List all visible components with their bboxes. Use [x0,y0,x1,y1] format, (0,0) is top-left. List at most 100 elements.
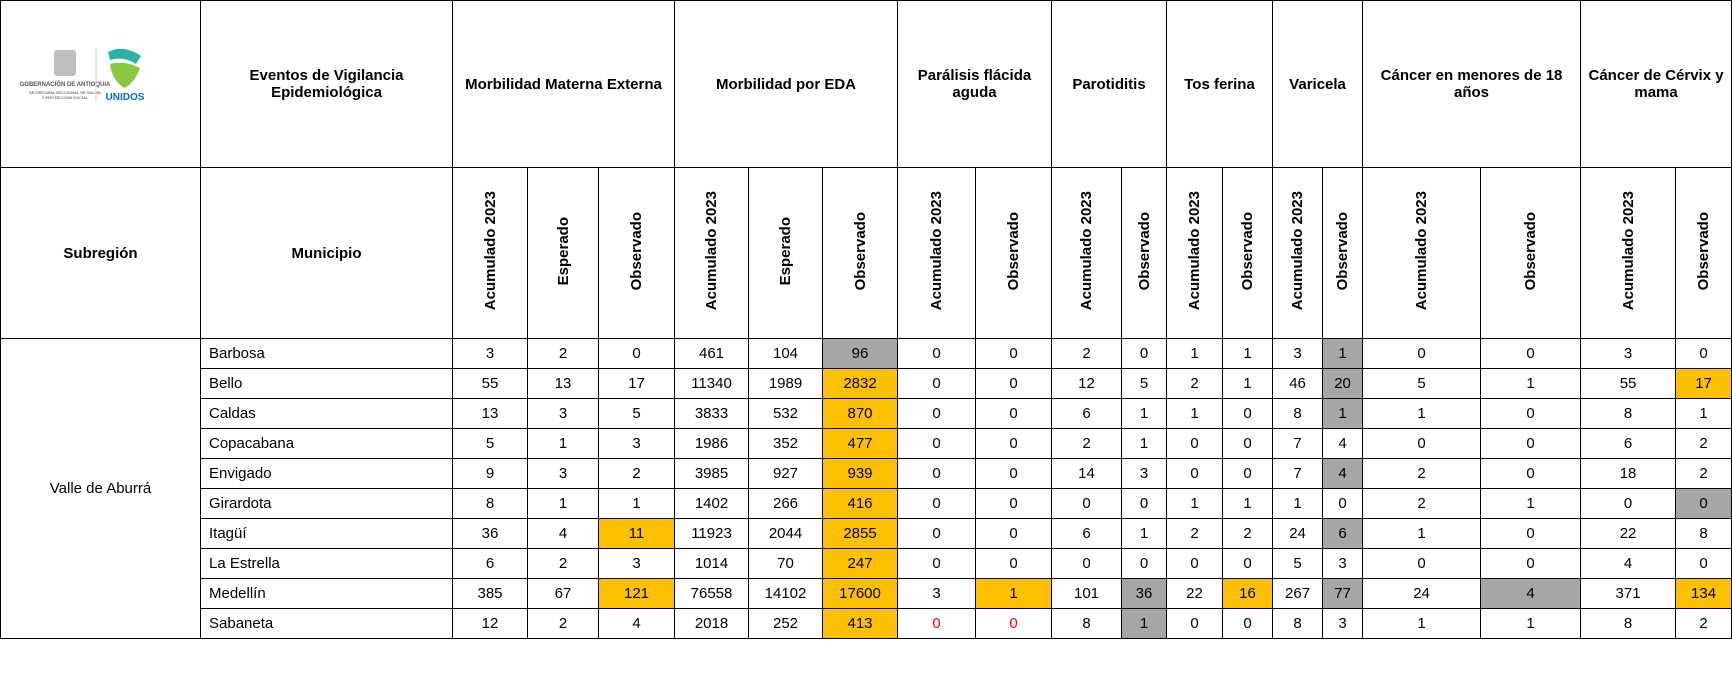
value-cell: 4 [1480,578,1582,609]
value-cell: 5 [1272,548,1324,579]
column-header-text: Acumulado 2023 [1186,191,1204,311]
column-header: Acumulado 2023 [452,167,528,339]
municipio-cell: Barbosa [200,338,453,369]
value-cell: 5 [598,398,675,429]
logo-text: GOBERNACIÓN DE ANTIOQUIA [19,80,110,88]
value-cell: 413 [822,608,898,639]
value-cell: 0 [975,368,1052,399]
value-cell: 0 [1166,428,1224,459]
municipio-cell: Envigado [200,458,453,489]
value-cell: 1 [1675,398,1732,429]
value-cell: 2 [1675,608,1732,639]
value-cell: 2 [527,338,599,369]
value-cell: 266 [748,488,823,519]
coat-of-arms [53,50,76,76]
value-cell: 0 [1480,398,1582,429]
municipio-header: Municipio [200,167,453,339]
value-cell: 0 [975,458,1052,489]
value-cell: 12 [1051,368,1122,399]
value-cell: 0 [1120,338,1168,369]
value-cell: 7 [1272,428,1324,459]
value-cell: 70 [748,548,823,579]
value-cell: 267 [1272,578,1324,609]
value-cell: 2 [1166,368,1224,399]
value-cell: 4 [1322,458,1364,489]
column-header: Observado [1222,167,1274,339]
value-cell: 0 [1480,338,1582,369]
value-cell: 22 [1166,578,1224,609]
value-cell: 0 [1480,428,1582,459]
value-cell: 1 [527,488,599,519]
value-cell: 3 [1580,338,1677,369]
value-cell: 14 [1051,458,1122,489]
column-header: Observado [1322,167,1364,339]
value-cell: 1 [1272,488,1324,519]
value-cell: 18 [1580,458,1677,489]
value-cell: 870 [822,398,898,429]
logo-text: SECRETARÍA SECCIONAL DE SALUD [29,90,101,95]
value-cell: 0 [1580,488,1677,519]
value-cell: 3833 [674,398,749,429]
value-cell: 6 [1580,428,1677,459]
value-cell: 6 [1322,518,1364,549]
logo-text: Y PROTECCIÓN SOCIAL [41,95,88,100]
column-header-text: Esperado [777,216,794,286]
table-row: Bello 55 13 17 11340 1989 2832 0 0 12 5 2 1 46 20 5 1 55 1… [1,368,1732,399]
column-header: Observado [1120,167,1168,339]
value-cell: 477 [822,428,898,459]
value-cell: 2 [598,458,675,489]
column-header-text: Acumulado 2023 [1413,191,1431,311]
column-header-text: Acumulado 2023 [1619,191,1637,311]
value-cell: 1 [598,488,675,519]
value-cell: 0 [975,488,1052,519]
value-cell: 0 [1222,608,1274,639]
value-cell: 532 [748,398,823,429]
value-cell: 0 [1166,458,1224,489]
value-cell: 22 [1580,518,1677,549]
value-cell: 3 [527,398,599,429]
value-cell: 1402 [674,488,749,519]
group-header: Cáncer de Cérvix y mama [1580,0,1732,168]
value-cell: 371 [1580,578,1677,609]
table-row: Caldas 13 3 5 3833 532 870 0 0 6 1 1 0 8 1 1 0 8 1 [1,398,1732,429]
subregion-cell: Valle de Aburrá [0,338,201,639]
value-cell: 3 [598,548,675,579]
column-header: Observado [975,167,1052,339]
value-cell: 2 [1675,458,1732,489]
table-row: Envigado 9 3 2 3985 927 939 0 0 14 3 0 0 7 4 2 0 18 2 [1,458,1732,489]
value-cell: 1 [1480,488,1582,519]
column-header: Esperado [748,167,823,339]
column-header-text: Acumulado 2023 [928,191,945,311]
value-cell: 55 [452,368,528,399]
value-cell: 0 [598,338,675,369]
column-header: Esperado [527,167,599,339]
value-cell: 1 [1222,338,1274,369]
value-cell: 1 [1322,398,1364,429]
value-cell: 252 [748,608,823,639]
value-cell: 1 [1480,368,1582,399]
value-cell: 8 [1272,398,1324,429]
value-cell: 0 [1222,428,1274,459]
value-cell: 1 [1166,488,1224,519]
surveillance-table: GOBERNACIÓN DE ANTIOQUIA SECRETARÍA SECC… [0,0,1732,639]
column-header-text: Observado [1522,211,1540,291]
column-header: Observado [598,167,675,339]
value-cell: 0 [1051,488,1122,519]
value-cell: 8 [1675,518,1732,549]
municipio-cell: Caldas [200,398,453,429]
value-cell: 6 [1051,518,1122,549]
value-cell: 1 [1166,398,1224,429]
value-cell: 24 [1362,578,1482,609]
table-row: Sabaneta 12 2 4 2018 252 413 0 0 8 1 0 0 8 3 1 1 8 2 [1,608,1732,639]
municipio-cell: Copacabana [200,428,453,459]
column-header: Observado [1480,167,1582,339]
value-cell: 0 [975,548,1052,579]
value-cell: 2 [1051,428,1122,459]
value-cell: 247 [822,548,898,579]
value-cell: 13 [452,398,528,429]
value-cell: 461 [674,338,749,369]
column-header: Acumulado 2023 [674,167,749,339]
group-header: Morbilidad Materna Externa [452,0,675,168]
value-cell: 77 [1322,578,1364,609]
value-cell: 16 [1222,578,1274,609]
